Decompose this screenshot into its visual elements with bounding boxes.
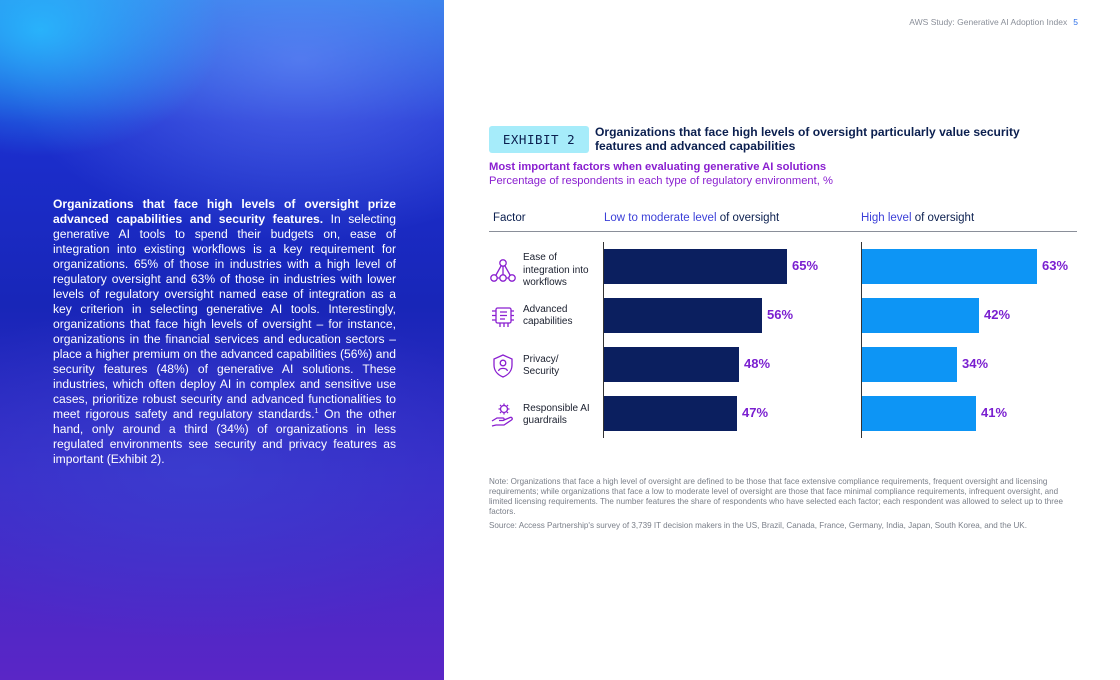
body-text-part2: On the other hand, only around a third (…: [53, 407, 396, 466]
bar-high-3: [862, 347, 957, 382]
workflow-icon: [490, 258, 516, 282]
header-divider: [489, 231, 1077, 232]
body-paragraph: Organizations that face high levels of o…: [53, 197, 396, 467]
exhibit-title: Organizations that face high levels of o…: [595, 125, 1020, 153]
high-oversight-axis: [861, 242, 862, 438]
bar-value-label-low-2: 56%: [767, 307, 794, 322]
chart-subtitle: Most important factors when evaluating g…: [489, 161, 827, 173]
body-text-part1: In selecting generative AI tools to spen…: [53, 212, 396, 421]
bar-high-2: [862, 298, 979, 333]
page-number: 5: [1073, 17, 1078, 27]
high-oversight-rest: of oversight: [911, 212, 975, 224]
low-oversight-accent: Low to moderate level: [604, 212, 717, 224]
hand-gear-icon: [491, 403, 513, 427]
factor-label: Advanced capabilities: [523, 303, 573, 328]
bar-high-4: [862, 396, 976, 431]
bar-value-label-high-4: 41%: [981, 405, 1008, 420]
chart-subtitle-units: Percentage of respondents in each type o…: [489, 175, 833, 187]
document-title: AWS Study: Generative AI Adoption Index: [909, 17, 1068, 27]
bar-low-2: [604, 298, 762, 333]
bar-low-3: [604, 347, 739, 382]
footnote-mark[interactable]: 1: [314, 407, 319, 415]
factor-row-advanced-capabilities: Advanced capabilities: [489, 302, 593, 330]
body-lead: Organizations that face high levels of o…: [53, 197, 396, 226]
bar-value-label-high-3: 34%: [962, 356, 989, 371]
exhibit-badge: EXHIBIT 2: [489, 126, 589, 153]
chip-icon: [492, 307, 514, 327]
bar-value-label-low-1: 65%: [792, 258, 819, 273]
bar-value-label-low-4: 47%: [742, 405, 769, 420]
low-oversight-rest: of oversight: [716, 212, 780, 224]
bar-value-label-high-1: 63%: [1042, 258, 1069, 273]
factor-label: Responsible AI guardrails: [523, 402, 590, 427]
left-gradient-panel: Organizations that face high levels of o…: [0, 0, 444, 680]
factor-row-ease-of-integration: Ease of integration into workflows: [489, 252, 603, 290]
factor-row-privacy-security: Privacy/ Security: [489, 352, 583, 380]
factor-header-label: Factor: [493, 212, 526, 224]
bar-low-4: [604, 396, 737, 431]
low-oversight-header: Low to moderate level of oversight: [604, 212, 779, 224]
factor-label: Privacy/ Security: [523, 353, 560, 378]
bar-value-label-high-2: 42%: [984, 307, 1011, 322]
factor-label: Ease of integration into workflows: [523, 252, 589, 288]
chart-source: Source: Access Partnership's survey of 3…: [489, 521, 1027, 530]
high-oversight-accent: High level: [861, 212, 912, 224]
factor-column-header: Factor: [493, 212, 526, 224]
bar-high-1: [862, 249, 1037, 284]
bar-value-label-low-3: 48%: [744, 356, 771, 371]
shield-person-icon: [493, 354, 513, 378]
factor-row-responsible-ai: Responsible AI guardrails: [489, 401, 593, 429]
bar-low-1: [604, 249, 787, 284]
page-header: AWS Study: Generative AI Adoption Index 5: [909, 17, 1078, 27]
chart-note: Note: Organizations that face a high lev…: [489, 477, 1063, 516]
low-oversight-axis: [603, 242, 604, 438]
high-oversight-header: High level of oversight: [861, 212, 974, 224]
